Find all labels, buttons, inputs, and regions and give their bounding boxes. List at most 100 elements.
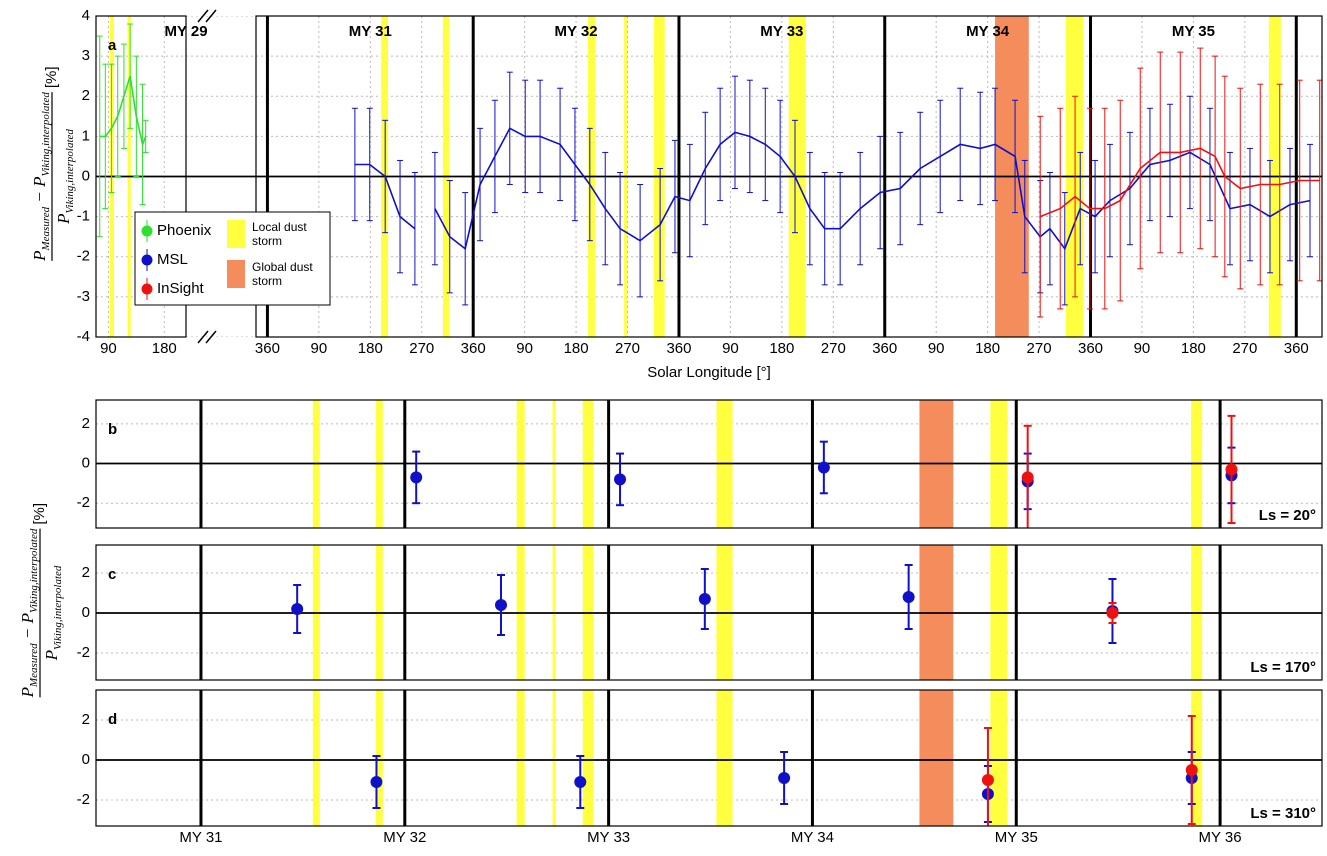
subscript: Measured [40, 206, 52, 251]
plot-area [96, 400, 1322, 528]
series-line [354, 127, 1311, 251]
legend-label: MSL [157, 251, 188, 268]
legend-label: Global dust storm [252, 260, 313, 288]
x-tick-label: 90 [311, 340, 328, 357]
data-point [291, 603, 304, 615]
x-tick-label: 360 [1078, 340, 1103, 357]
year-label: MY 29 [164, 23, 207, 40]
y-tick-label: 4 [82, 7, 90, 24]
symbol: P [18, 687, 37, 698]
y-tick-label: 1 [82, 127, 90, 144]
legend-text-box: Local dust storm [252, 220, 307, 248]
x-tick-label: 90 [722, 340, 739, 357]
local-dust-storm [552, 690, 556, 826]
data-point [494, 599, 507, 611]
legend: Phoenix MSL InSight Local dust storm Global … [134, 211, 331, 306]
axes-frame [95, 544, 1323, 681]
local-dust-storm [516, 690, 525, 826]
x-tick-label: MY 35 [995, 829, 1038, 846]
x-tick-label: 360 [872, 340, 897, 357]
subscript: Measured [28, 643, 40, 688]
subscript: Viking,interpolated [40, 92, 52, 177]
data-point [574, 776, 587, 788]
data-point [1185, 764, 1198, 776]
error-bar [1306, 143, 1313, 258]
x-tick-label: 270 [615, 340, 640, 357]
error-bar [351, 107, 358, 222]
y-tick-label: 0 [82, 454, 90, 471]
x-tick-label: 180 [152, 340, 177, 357]
legend-label: Phoenix [157, 222, 212, 239]
axes-frame [95, 15, 187, 338]
x-tick-label: 270 [409, 340, 434, 357]
data-point [614, 473, 627, 486]
symbol: − P [30, 177, 49, 207]
legend-marker [141, 225, 153, 237]
panel-label: d [108, 711, 117, 728]
annotation: Ls = 310° [1250, 805, 1316, 822]
y-tick-label: 2 [82, 564, 90, 581]
year-label: MY 32 [555, 23, 598, 40]
year-label: MY 34 [966, 23, 1010, 40]
panel-label: c [108, 566, 116, 583]
local-dust-storm [375, 690, 383, 826]
y-label-numerator: PMeasured − PViking,interpolated [18, 528, 40, 698]
x-tick-label: 90 [928, 340, 945, 357]
local-dust-storm [716, 690, 733, 826]
y-tick-label: 2 [82, 711, 90, 728]
plot-area [96, 16, 1322, 337]
x-tick-label: MY 34 [791, 829, 834, 846]
subscript: Viking,interpolated [52, 565, 64, 650]
y-tick-label: -3 [77, 288, 90, 305]
x-tick-label: MY 31 [179, 829, 222, 846]
axes-frame [255, 15, 1323, 338]
plot-area [96, 545, 1322, 680]
symbol: P [54, 214, 73, 225]
legend-swatch [227, 260, 245, 288]
legend-label: InSight [157, 280, 205, 297]
y-tick-label: 3 [82, 47, 90, 64]
series-line [99, 75, 147, 148]
x-tick-label: 90 [1134, 340, 1151, 357]
y-tick-label: 0 [82, 604, 90, 621]
symbol: P [42, 650, 61, 661]
error-bar [142, 119, 149, 153]
series-line [1039, 147, 1320, 218]
x-tick-label: 90 [516, 340, 533, 357]
x-tick-label: 270 [1232, 340, 1257, 357]
legend-marker [141, 283, 153, 295]
axes-frame [95, 399, 1323, 529]
year-label: MY 31 [349, 23, 392, 40]
legend-text-box: Global dust storm [252, 260, 313, 288]
symbol: − P [18, 613, 37, 643]
x-tick-label: 90 [100, 340, 117, 357]
x-tick-label: 270 [1027, 340, 1052, 357]
axis-break [205, 9, 217, 23]
x-tick-label: MY 36 [1199, 829, 1242, 846]
data-point [902, 591, 915, 603]
y-tick-label: 2 [82, 415, 90, 432]
y-label-denominator: PViking,interpolated [54, 129, 76, 225]
x-tick-label: 360 [461, 340, 486, 357]
subscript: Viking,interpolated [64, 129, 76, 214]
annotation: Ls = 20° [1259, 507, 1316, 524]
y-tick-label: -2 [77, 248, 90, 265]
year-label: MY 35 [1172, 23, 1215, 40]
data-point [981, 774, 994, 786]
y-label-numerator: PMeasured − PViking,interpolated [30, 92, 52, 262]
subscript: Viking,interpolated [28, 528, 40, 613]
plot-area [96, 690, 1322, 826]
legend-swatch [227, 220, 245, 248]
local-dust-storm [582, 690, 594, 826]
data-point [1225, 463, 1238, 476]
y-tick-label: 0 [82, 751, 90, 768]
local-dust-storm [1191, 690, 1203, 826]
x-tick-label: MY 32 [383, 829, 426, 846]
axis-break [197, 9, 209, 23]
y-tick-label: -4 [77, 328, 90, 345]
x-tick-label: 180 [564, 340, 589, 357]
global-dust-storm [919, 690, 954, 826]
data-point [410, 471, 423, 484]
